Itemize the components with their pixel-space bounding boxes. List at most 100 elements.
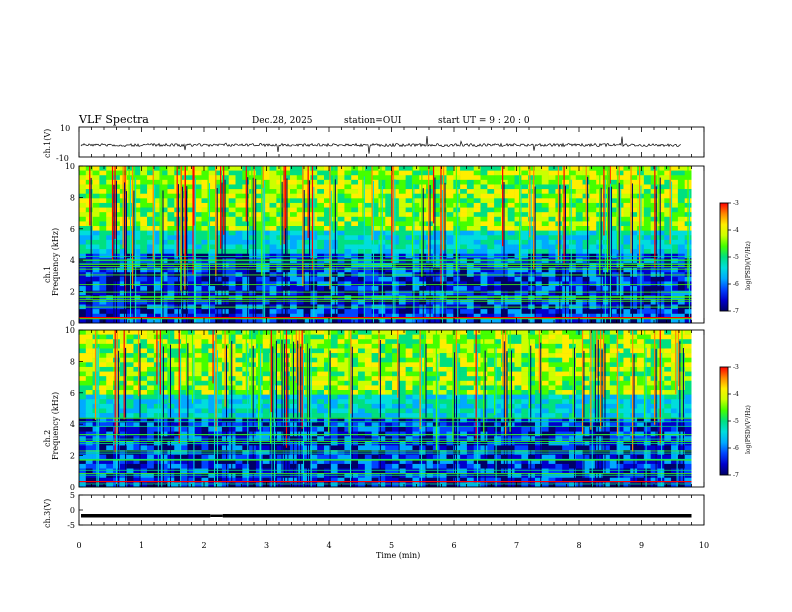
spectrogram-cell	[85, 353, 93, 359]
spectrogram-cell	[344, 459, 352, 465]
spectrogram-cell	[187, 468, 195, 474]
spectrogram-cell	[133, 179, 141, 185]
spectrogram-cell	[92, 309, 100, 315]
spectrogram-cell	[167, 299, 175, 305]
spectrogram-cell	[324, 212, 332, 218]
spectrogram-cell	[432, 290, 440, 296]
spectrogram-cell	[460, 179, 468, 185]
spectrogram-cell	[548, 184, 556, 190]
spectrogram-cell	[147, 357, 155, 363]
spectrogram-cell	[208, 212, 216, 218]
spectrogram-cell	[147, 394, 155, 400]
spectrogram-cell	[126, 454, 134, 460]
spectrogram-cell	[541, 267, 549, 273]
spectrogram-cell	[650, 175, 658, 181]
spectrogram-cell	[534, 230, 543, 236]
spectrogram-cell	[405, 179, 413, 185]
spectrogram-cell	[405, 371, 413, 377]
spectrogram-cell	[296, 226, 304, 231]
spectrogram-cell	[569, 166, 577, 171]
spectrogram-cell	[106, 309, 114, 315]
spectrogram-cell	[126, 477, 134, 483]
spectrogram-cell	[439, 299, 447, 305]
spectrogram-cell	[603, 299, 611, 305]
spectrogram-cell	[85, 239, 93, 245]
spectrogram-cell	[310, 385, 318, 391]
spectrogram-cell	[317, 212, 325, 218]
spectrogram-cell	[201, 330, 209, 335]
spectrogram-cell	[337, 290, 345, 296]
spectrogram-cell	[603, 221, 611, 227]
spectrogram-cell	[167, 330, 175, 335]
spectrogram-cell	[351, 239, 359, 245]
spectrogram-cell	[92, 454, 100, 460]
spectrogram-band-line	[79, 266, 692, 267]
spectrogram-cell	[358, 436, 366, 442]
spectrogram-cell	[562, 166, 570, 171]
spectrogram-cell	[650, 235, 658, 241]
spectrogram-cell	[405, 249, 413, 255]
spectrogram-cell	[351, 267, 359, 273]
spectrogram-cell	[208, 179, 216, 185]
spectrogram-cell	[262, 313, 270, 319]
spectrogram-cell	[208, 339, 216, 345]
spectrogram-cell	[364, 376, 372, 382]
spectrogram-cell	[487, 212, 495, 218]
spectrogram-cell	[569, 239, 577, 245]
spectrogram-cell	[215, 313, 223, 319]
spectrogram-cell	[405, 281, 413, 287]
spectrogram-burst	[617, 166, 619, 250]
spectrogram-cell	[643, 290, 651, 296]
spectrogram-cell	[494, 212, 502, 218]
spectrogram-burst	[559, 184, 561, 323]
spectrogram-cell	[337, 249, 345, 255]
spectrogram-cell	[194, 339, 202, 345]
spectrogram-cell	[140, 212, 148, 218]
spectrogram-cell	[589, 290, 597, 296]
spectrogram-cell	[296, 343, 304, 349]
spectrogram-cell	[133, 198, 141, 204]
spectrogram-cell	[650, 309, 658, 315]
spectrogram-cell	[351, 216, 359, 222]
spectrogram-cell	[262, 216, 270, 222]
spectrogram-cell	[473, 170, 481, 176]
spectrogram-cell	[167, 198, 175, 204]
spectrogram-cell	[534, 249, 543, 255]
spectrogram-cell	[548, 281, 556, 287]
spectrogram-cell	[276, 385, 284, 391]
date-label: Dec.28, 2025	[252, 116, 313, 126]
spectrogram-cell	[616, 175, 624, 181]
spectrogram-cell	[167, 175, 175, 181]
spectrogram-cell	[623, 198, 631, 204]
spectrogram-cell	[324, 221, 332, 227]
spectrogram-cell	[160, 281, 168, 287]
spectrogram-cell	[337, 408, 345, 414]
spectrogram-cell	[119, 276, 127, 282]
spectrogram-cell	[92, 477, 100, 483]
spectrogram-cell	[201, 353, 209, 359]
spectrogram-cell	[276, 299, 284, 305]
spectrogram-cell	[276, 330, 284, 335]
spectrogram-cell	[528, 276, 536, 282]
spectrogram-cell	[671, 239, 679, 245]
spectrogram-cell	[221, 166, 230, 171]
spectrogram-cell	[548, 318, 556, 324]
spectrogram-cell	[79, 184, 87, 190]
spectrogram-cell	[289, 330, 298, 335]
spectrogram-cell	[677, 299, 685, 305]
spectrogram-cell	[221, 445, 230, 451]
spectrogram-cell	[358, 371, 366, 377]
spectrogram-cell	[569, 170, 577, 176]
spectrogram-cell	[310, 450, 318, 455]
spectrogram-cell	[187, 313, 195, 319]
spectrogram-cell	[405, 166, 413, 171]
spectrogram-cell	[419, 403, 427, 409]
spectrogram-cell	[330, 357, 338, 363]
spectrogram-cell	[609, 276, 617, 282]
spectrogram-cell	[514, 179, 522, 185]
spectrogram-cell	[398, 290, 406, 296]
spectrogram-cell	[79, 380, 87, 386]
spectrogram-cell	[79, 235, 87, 241]
spectrogram-cell	[235, 431, 243, 437]
spectrogram-cell	[283, 459, 291, 465]
